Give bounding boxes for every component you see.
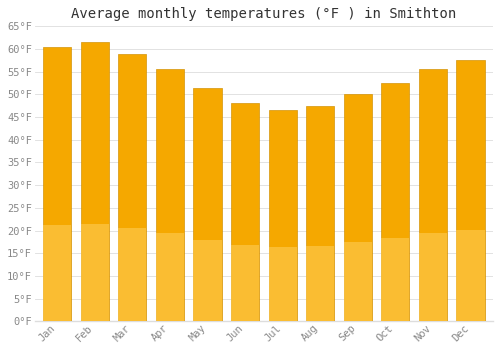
Bar [231, 104, 259, 321]
Bar [43, 47, 72, 321]
Bar [456, 60, 484, 321]
Bar [156, 69, 184, 321]
Bar [231, 245, 259, 321]
Title: Average monthly temperatures (°F ) in Smithton: Average monthly temperatures (°F ) in Sm… [72, 7, 456, 21]
Bar [344, 242, 372, 321]
Bar [306, 106, 334, 321]
Bar [156, 233, 184, 321]
Bar [194, 239, 222, 321]
Bar [43, 225, 72, 321]
Bar [80, 224, 109, 321]
Bar [419, 233, 447, 321]
Bar [194, 88, 222, 321]
Bar [382, 238, 409, 321]
Bar [306, 246, 334, 321]
Bar [382, 83, 409, 321]
Bar [118, 54, 146, 321]
Bar [344, 94, 372, 321]
Bar [118, 228, 146, 321]
Bar [419, 69, 447, 321]
Bar [80, 42, 109, 321]
Bar [268, 247, 297, 321]
Bar [268, 110, 297, 321]
Bar [456, 230, 484, 321]
